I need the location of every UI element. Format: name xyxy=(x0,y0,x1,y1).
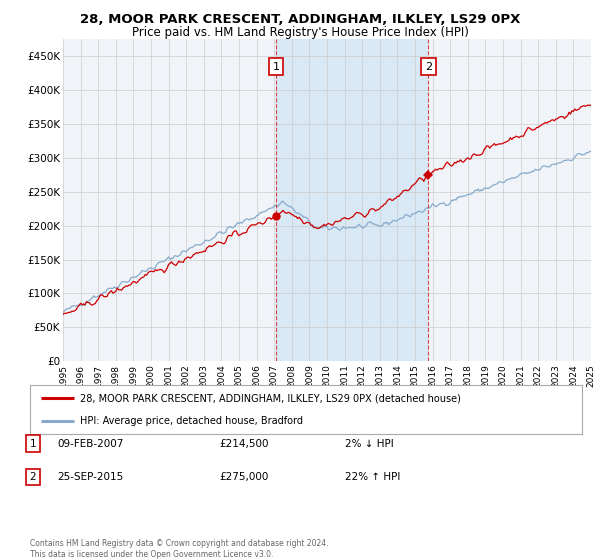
Bar xyxy=(276,39,428,361)
Text: 22% ↑ HPI: 22% ↑ HPI xyxy=(345,472,400,482)
Text: 28, MOOR PARK CRESCENT, ADDINGHAM, ILKLEY, LS29 0PX: 28, MOOR PARK CRESCENT, ADDINGHAM, ILKLE… xyxy=(80,13,520,26)
Text: £214,500: £214,500 xyxy=(219,438,269,449)
Text: Contains HM Land Registry data © Crown copyright and database right 2024.
This d: Contains HM Land Registry data © Crown c… xyxy=(30,539,329,559)
Text: 25-SEP-2015: 25-SEP-2015 xyxy=(57,472,123,482)
Text: 1: 1 xyxy=(272,62,280,72)
Text: 09-FEB-2007: 09-FEB-2007 xyxy=(57,438,124,449)
Text: 2% ↓ HPI: 2% ↓ HPI xyxy=(345,438,394,449)
Text: Price paid vs. HM Land Registry's House Price Index (HPI): Price paid vs. HM Land Registry's House … xyxy=(131,26,469,39)
Text: 2: 2 xyxy=(29,472,37,482)
Text: HPI: Average price, detached house, Bradford: HPI: Average price, detached house, Brad… xyxy=(80,416,302,426)
Text: 1: 1 xyxy=(29,438,37,449)
Text: £275,000: £275,000 xyxy=(219,472,268,482)
Text: 28, MOOR PARK CRESCENT, ADDINGHAM, ILKLEY, LS29 0PX (detached house): 28, MOOR PARK CRESCENT, ADDINGHAM, ILKLE… xyxy=(80,393,461,403)
Text: 2: 2 xyxy=(425,62,432,72)
